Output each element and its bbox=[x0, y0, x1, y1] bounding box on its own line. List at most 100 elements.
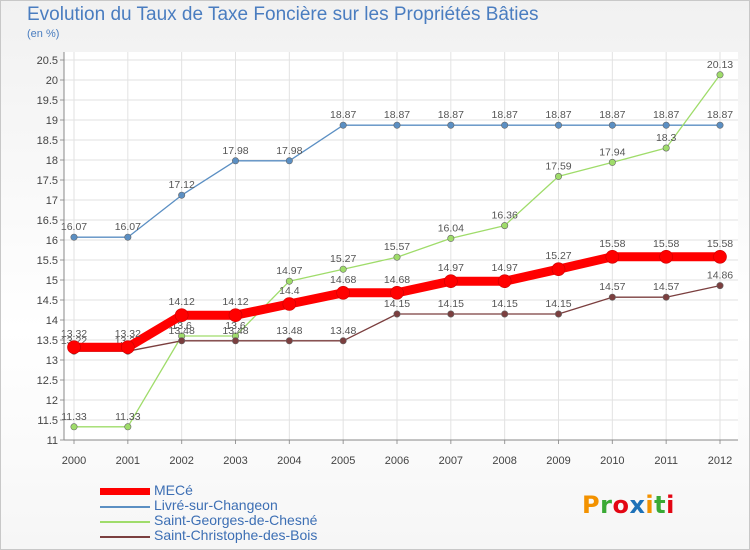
data-point-mec- bbox=[282, 297, 297, 311]
x-tick-label: 2009 bbox=[546, 455, 570, 467]
data-label-saint-christophe-des-bois: 13.48 bbox=[169, 325, 195, 337]
x-tick-label: 2010 bbox=[600, 455, 624, 467]
data-point-livr-sur-changeon bbox=[447, 121, 455, 129]
data-point-saint-georges-de-chesn- bbox=[339, 265, 347, 273]
data-point-mec- bbox=[390, 285, 404, 300]
legend-label: MECé bbox=[154, 482, 193, 498]
chart-title: Evolution du Taux de Taxe Foncière sur l… bbox=[27, 4, 539, 25]
data-label-mec-: 14.97 bbox=[438, 262, 464, 274]
x-tick-label: 2005 bbox=[331, 455, 355, 467]
data-point-saint-georges-de-chesn- bbox=[124, 423, 132, 431]
data-point-livr-sur-changeon bbox=[178, 191, 186, 199]
data-point-saint-georges-de-chesn- bbox=[70, 423, 78, 431]
data-label-livr-sur-changeon: 16.07 bbox=[61, 221, 87, 233]
line-chart: 11 11.5 12 12.5 13 13.5 14 14.5 15 15.5 16 16.5 17 17… bbox=[37, 52, 738, 467]
y-tick-label: 20 bbox=[46, 75, 58, 87]
data-label-saint-christophe-des-bois: 14.15 bbox=[384, 298, 410, 310]
data-point-saint-christophe-des-bois bbox=[447, 310, 455, 318]
data-point-livr-sur-changeon bbox=[232, 157, 240, 165]
data-point-saint-georges-de-chesn- bbox=[447, 234, 455, 242]
data-label-saint-georges-de-chesn-: 16.36 bbox=[492, 210, 518, 222]
logo-letter: o bbox=[612, 491, 630, 519]
data-label-mec-: 13.32 bbox=[115, 328, 141, 340]
data-label-saint-georges-de-chesn-: 18.3 bbox=[656, 132, 677, 144]
data-label-mec-: 15.58 bbox=[653, 238, 679, 250]
data-label-livr-sur-changeon: 17.98 bbox=[222, 145, 248, 157]
data-point-mec- bbox=[444, 274, 458, 289]
data-label-mec-: 15.58 bbox=[599, 238, 625, 250]
data-point-saint-christophe-des-bois bbox=[716, 282, 724, 290]
y-tick-label: 17.5 bbox=[37, 175, 58, 187]
logo-letter: i bbox=[645, 491, 655, 519]
data-point-saint-georges-de-chesn- bbox=[285, 277, 293, 285]
data-label-saint-georges-de-chesn-: 17.59 bbox=[545, 160, 571, 172]
data-label-mec-: 14.97 bbox=[492, 262, 518, 274]
x-tick-label: 2012 bbox=[708, 455, 732, 467]
logo-letter: r bbox=[600, 491, 613, 519]
data-label-saint-christophe-des-bois: 14.15 bbox=[492, 298, 518, 310]
data-label-mec-: 15.58 bbox=[707, 238, 733, 250]
data-point-saint-georges-de-chesn- bbox=[554, 172, 562, 180]
x-tick-label: 2002 bbox=[169, 455, 193, 467]
data-point-livr-sur-changeon bbox=[124, 233, 132, 241]
data-label-saint-georges-de-chesn-: 20.13 bbox=[707, 59, 733, 71]
y-tick-label: 20.5 bbox=[37, 55, 58, 67]
legend-label: Saint-Christophe-des-Bois bbox=[154, 527, 318, 543]
data-label-mec-: 15.27 bbox=[545, 250, 571, 262]
y-tick-label: 14 bbox=[46, 315, 58, 327]
legend-swatch bbox=[100, 521, 150, 523]
y-tick-label: 12.5 bbox=[37, 375, 58, 387]
x-tick-label: 2004 bbox=[277, 455, 301, 467]
data-label-saint-christophe-des-bois: 14.57 bbox=[653, 281, 679, 293]
data-label-livr-sur-changeon: 16.07 bbox=[115, 221, 141, 233]
data-point-livr-sur-changeon bbox=[554, 121, 562, 129]
y-tick-label: 15.5 bbox=[37, 255, 58, 267]
data-label-saint-christophe-des-bois: 14.15 bbox=[438, 298, 464, 310]
x-tick-label: 2007 bbox=[439, 455, 463, 467]
data-label-saint-christophe-des-bois: 13.48 bbox=[330, 325, 356, 337]
y-tick-label: 18 bbox=[46, 155, 58, 167]
data-point-saint-christophe-des-bois bbox=[501, 310, 509, 318]
y-tick-label: 19 bbox=[46, 115, 58, 127]
legend-label: Livré-sur-Changeon bbox=[154, 497, 278, 513]
y-tick-label: 17 bbox=[46, 195, 58, 207]
data-label-mec-: 14.12 bbox=[169, 296, 195, 308]
legend-label: Saint-Georges-de-Chesné bbox=[154, 512, 318, 528]
logo-letter: x bbox=[629, 491, 646, 519]
data-point-livr-sur-changeon bbox=[716, 121, 724, 129]
data-label-saint-georges-de-chesn-: 11.33 bbox=[61, 411, 87, 423]
data-label-saint-georges-de-chesn-: 15.57 bbox=[384, 241, 410, 253]
data-label-saint-georges-de-chesn-: 15.27 bbox=[330, 253, 356, 265]
data-label-saint-christophe-des-bois: 14.86 bbox=[707, 270, 733, 282]
data-label-mec-: 14.4 bbox=[279, 285, 300, 297]
y-tick-label: 12 bbox=[46, 395, 58, 407]
data-point-saint-christophe-des-bois bbox=[608, 293, 616, 301]
data-point-saint-georges-de-chesn- bbox=[393, 253, 401, 261]
data-point-livr-sur-changeon bbox=[608, 121, 616, 129]
y-tick-label: 16.5 bbox=[37, 215, 58, 227]
y-tick-label: 13.5 bbox=[37, 335, 58, 347]
data-point-saint-georges-de-chesn- bbox=[662, 144, 670, 152]
legend-swatch bbox=[100, 506, 150, 508]
data-label-livr-sur-changeon: 18.87 bbox=[492, 109, 518, 121]
x-tick-label: 2000 bbox=[62, 455, 86, 467]
x-tick-label: 2001 bbox=[116, 455, 140, 467]
data-point-saint-christophe-des-bois bbox=[339, 337, 347, 345]
logo-letter: P bbox=[582, 491, 601, 519]
data-point-saint-georges-de-chesn- bbox=[608, 158, 616, 166]
data-label-mec-: 13.32 bbox=[61, 328, 87, 340]
legend-swatch bbox=[100, 536, 150, 538]
legend-swatch bbox=[100, 488, 150, 495]
data-label-livr-sur-changeon: 18.87 bbox=[384, 109, 410, 121]
data-label-livr-sur-changeon: 18.87 bbox=[545, 109, 571, 121]
data-point-saint-christophe-des-bois bbox=[178, 337, 186, 345]
data-label-saint-georges-de-chesn-: 17.94 bbox=[599, 146, 625, 158]
data-point-saint-christophe-des-bois bbox=[554, 310, 562, 318]
y-tick-label: 16 bbox=[46, 235, 58, 247]
data-label-saint-georges-de-chesn-: 13.6 bbox=[225, 320, 246, 332]
data-point-mec- bbox=[174, 308, 189, 323]
data-label-livr-sur-changeon: 18.87 bbox=[707, 109, 733, 121]
data-label-livr-sur-changeon: 18.87 bbox=[653, 109, 679, 121]
y-tick-label: 15 bbox=[46, 275, 58, 287]
data-point-mec- bbox=[713, 249, 727, 264]
